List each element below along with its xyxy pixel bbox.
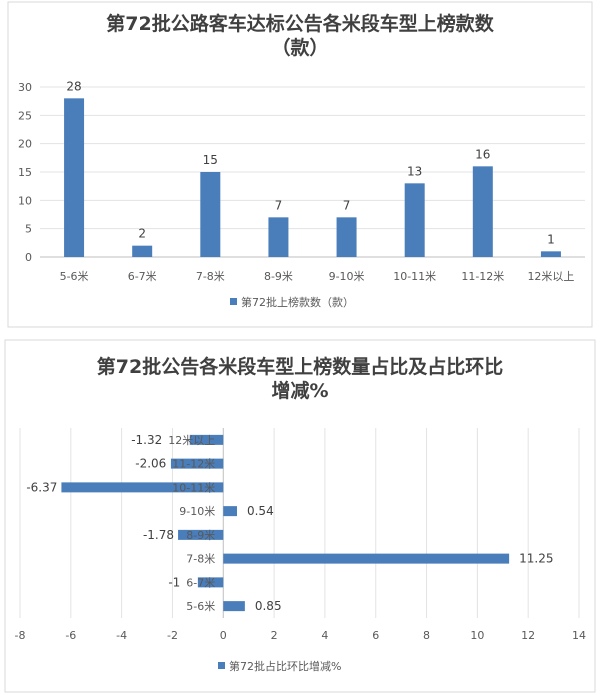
chart2-frame xyxy=(4,339,596,693)
bar-5-6米 xyxy=(64,98,85,257)
chart1-frame xyxy=(7,1,593,328)
x-tick-label: 7-8米 xyxy=(196,270,225,283)
x-tick-label: 10-11米 xyxy=(393,270,436,283)
y-tick-label: 20 xyxy=(18,138,32,151)
x-tick-label: 11-12米 xyxy=(461,270,504,283)
data-label: 2 xyxy=(138,227,146,241)
bar-6-7米 xyxy=(132,245,153,257)
data-label: 15 xyxy=(203,153,218,167)
y-tick-label: 10 xyxy=(18,194,32,207)
y-tick-label: 8-9米 xyxy=(186,529,215,542)
legend-swatch xyxy=(218,662,225,669)
bar-11-12米 xyxy=(170,458,224,469)
x-tick-label: 8 xyxy=(423,629,430,642)
legend-swatch xyxy=(230,298,237,305)
chart1-title: （款） xyxy=(271,36,328,59)
data-label: -1.32 xyxy=(131,433,162,447)
bar-8-9米 xyxy=(178,529,224,540)
y-tick-label: 5 xyxy=(25,223,32,236)
bar-11-12米 xyxy=(472,166,493,257)
x-tick-label: 9-10米 xyxy=(329,270,365,283)
bar-8-9米 xyxy=(268,217,289,257)
data-label: 28 xyxy=(66,79,81,93)
y-tick-label: 0 xyxy=(25,251,32,264)
data-label: 16 xyxy=(475,147,490,161)
data-label: -1 xyxy=(168,575,180,589)
chart1-title: 第72批公路客车达标公告各米段车型上榜款数 xyxy=(106,12,494,35)
bar-10-11米 xyxy=(61,482,224,493)
data-label: -1.78 xyxy=(143,528,174,542)
x-tick-label: 12米以上 xyxy=(527,270,574,283)
x-tick-label: -8 xyxy=(15,629,26,642)
bar-9-10米 xyxy=(223,506,237,517)
x-tick-label: 4 xyxy=(321,629,328,642)
data-label: 7 xyxy=(275,198,283,212)
x-tick-label: 10 xyxy=(470,629,484,642)
bar-9-10米 xyxy=(336,217,357,257)
y-tick-label: 9-10米 xyxy=(179,505,215,518)
y-tick-label: 7-8米 xyxy=(186,553,215,566)
x-tick-label: 5-6米 xyxy=(60,270,89,283)
x-tick-label: 6-7米 xyxy=(128,270,157,283)
bar-7-8米 xyxy=(223,553,510,564)
bar-10-11米 xyxy=(404,183,425,257)
data-label: 0.85 xyxy=(255,599,282,613)
y-tick-label: 10-11米 xyxy=(172,481,215,494)
y-tick-label: 12米以上 xyxy=(168,434,215,447)
bar-12米以上 xyxy=(189,434,224,445)
data-label: 11.25 xyxy=(519,552,553,566)
x-tick-label: 14 xyxy=(572,629,586,642)
legend-label: 第72批占比环比增减% xyxy=(229,659,341,673)
x-tick-label: 6 xyxy=(372,629,379,642)
data-label: 7 xyxy=(343,198,351,212)
x-tick-label: 12 xyxy=(521,629,535,642)
bar-12米以上 xyxy=(540,251,561,257)
y-tick-label: 30 xyxy=(18,81,32,94)
y-tick-label: 11-12米 xyxy=(172,458,215,471)
data-label: 0.54 xyxy=(247,504,274,518)
x-tick-label: 2 xyxy=(271,629,278,642)
y-tick-label: 6-7米 xyxy=(186,576,215,589)
chart2-title: 增减% xyxy=(271,379,328,402)
data-label: -6.37 xyxy=(26,480,57,494)
legend-label: 第72批上榜款数（款） xyxy=(241,295,354,309)
y-tick-label: 15 xyxy=(18,166,32,179)
y-tick-label: 25 xyxy=(18,109,32,122)
data-label: 13 xyxy=(407,164,422,178)
y-tick-label: 5-6米 xyxy=(186,600,215,613)
x-tick-label: -2 xyxy=(167,629,178,642)
x-tick-label: -4 xyxy=(116,629,127,642)
bar-7-8米 xyxy=(200,172,221,257)
x-tick-label: 0 xyxy=(220,629,227,642)
data-label: -2.06 xyxy=(135,457,166,471)
chart2-title: 第72批公告各米段车型上榜数量占比及占比环比 xyxy=(97,355,503,378)
data-label: 1 xyxy=(547,232,555,246)
x-tick-label: -6 xyxy=(65,629,76,642)
bar-6-7米 xyxy=(197,577,224,588)
bar-5-6米 xyxy=(223,601,245,612)
x-tick-label: 8-9米 xyxy=(264,270,293,283)
